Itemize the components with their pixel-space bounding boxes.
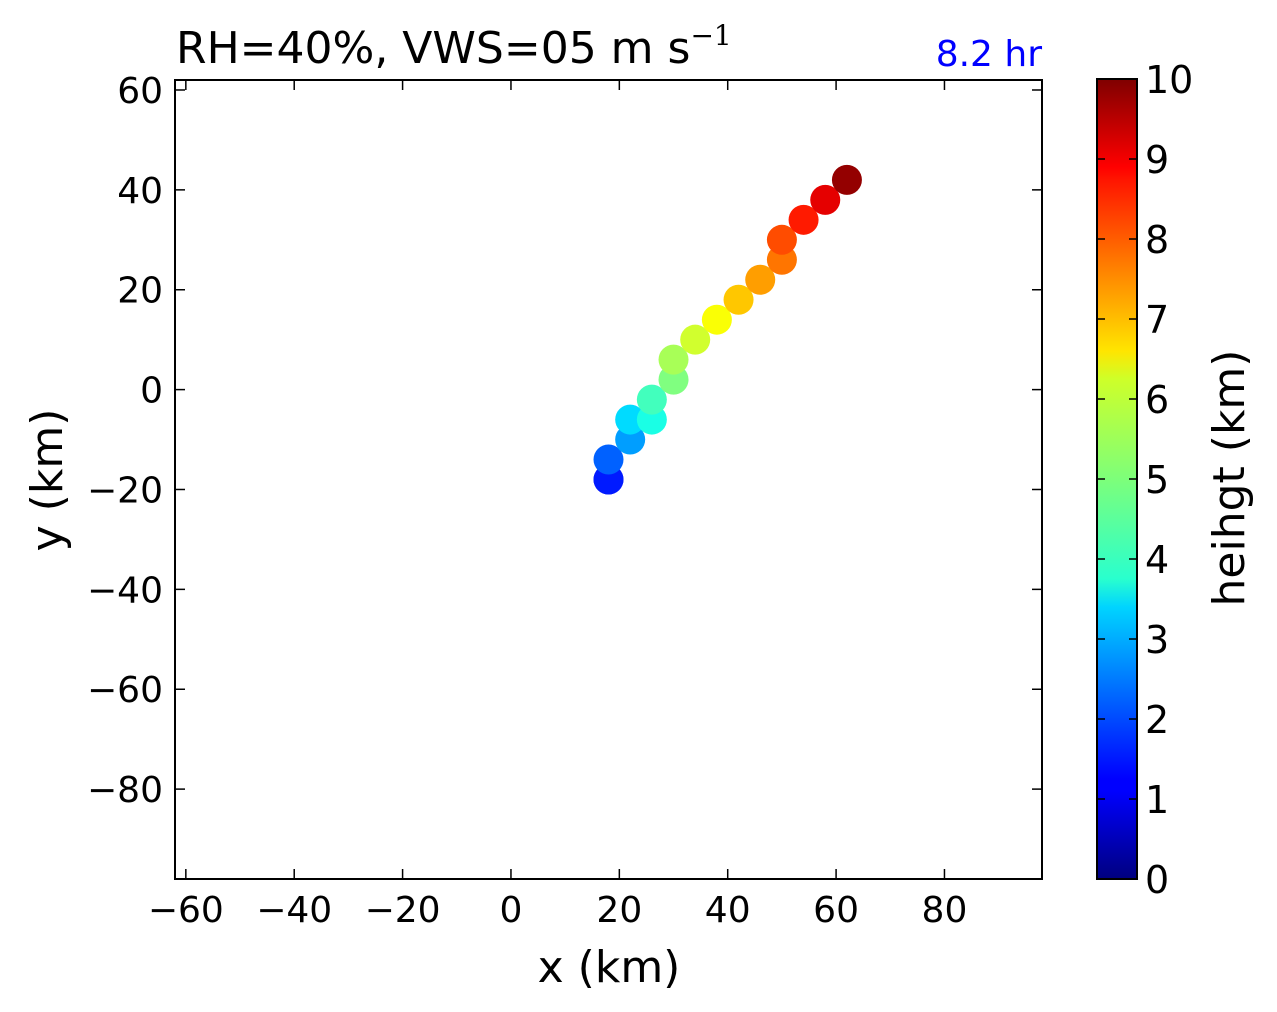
scatter-point: [680, 324, 711, 355]
y-tick-label: −80: [87, 770, 163, 811]
time-label: 8.2 hr: [936, 34, 1043, 75]
y-axis-label: y (km): [22, 409, 73, 552]
colorbar-tick-label: 7: [1145, 298, 1169, 342]
y-tick-label: −20: [87, 470, 163, 511]
colorbar-label: heihgt (km): [1204, 350, 1255, 607]
x-tick-label: 20: [596, 890, 642, 931]
scatter-point: [593, 444, 624, 475]
scatter-point: [658, 344, 689, 375]
x-tick-label: −20: [365, 890, 441, 931]
scatter-point: [636, 384, 667, 415]
colorbar-tick-label: 1: [1145, 778, 1169, 822]
plot-area: −60 −40 −20 0 20 40 60 80 −80 −60 −40 −20 0 20 40 60: [87, 71, 1043, 931]
scatter-point: [788, 204, 819, 235]
colorbar-tick-label: 8: [1145, 218, 1169, 262]
scatter-points: [593, 164, 862, 495]
chart-title-main: RH=40%, VWS=05 m s: [176, 23, 690, 74]
scatter-point: [723, 284, 754, 315]
colorbar-tick-label: 2: [1145, 698, 1169, 742]
colorbar-tick-label: 4: [1145, 538, 1169, 582]
colorbar-tick-label: 3: [1145, 618, 1169, 662]
colorbar-tick-label: 9: [1145, 138, 1169, 182]
scatter-point: [745, 264, 776, 295]
x-axis-label: x (km): [538, 942, 681, 993]
y-tick-label: 0: [140, 371, 163, 412]
y-tick-label: −40: [87, 570, 163, 611]
x-axis-ticks: −60 −40 −20 0 20 40 60 80: [148, 80, 968, 931]
colorbar-tick-label: 10: [1145, 58, 1193, 102]
y-tick-label: 20: [117, 271, 163, 312]
colorbar: 0 1 2 3 4 5 6 7 8 9 10 heihgt (km): [1096, 58, 1255, 902]
x-tick-label: 0: [500, 890, 523, 931]
scatter-point: [701, 304, 732, 335]
x-tick-label: 80: [922, 890, 968, 931]
y-tick-label: −60: [87, 670, 163, 711]
x-tick-label: −60: [148, 890, 224, 931]
colorbar-tick-label: 6: [1145, 378, 1169, 422]
scatter-point: [810, 184, 841, 215]
y-tick-label: 40: [117, 171, 163, 212]
colorbar-tick-label: 0: [1145, 858, 1169, 902]
colorbar-tick-label: 5: [1145, 458, 1169, 502]
x-tick-label: −40: [256, 890, 332, 931]
scatter-point: [766, 224, 797, 255]
x-tick-label: 60: [813, 890, 859, 931]
y-tick-label: 60: [117, 71, 163, 112]
scatter-point: [615, 404, 646, 435]
chart-title: RH=40%, VWS=05 m s−1: [176, 19, 732, 74]
colorbar-ticks: 0 1 2 3 4 5 6 7 8 9 10: [1097, 58, 1193, 902]
scatter-point: [831, 164, 862, 195]
y-axis-ticks: −80 −60 −40 −20 0 20 40 60: [87, 71, 1042, 811]
x-tick-label: 40: [705, 890, 751, 931]
chart-title-superscript: −1: [690, 19, 731, 52]
